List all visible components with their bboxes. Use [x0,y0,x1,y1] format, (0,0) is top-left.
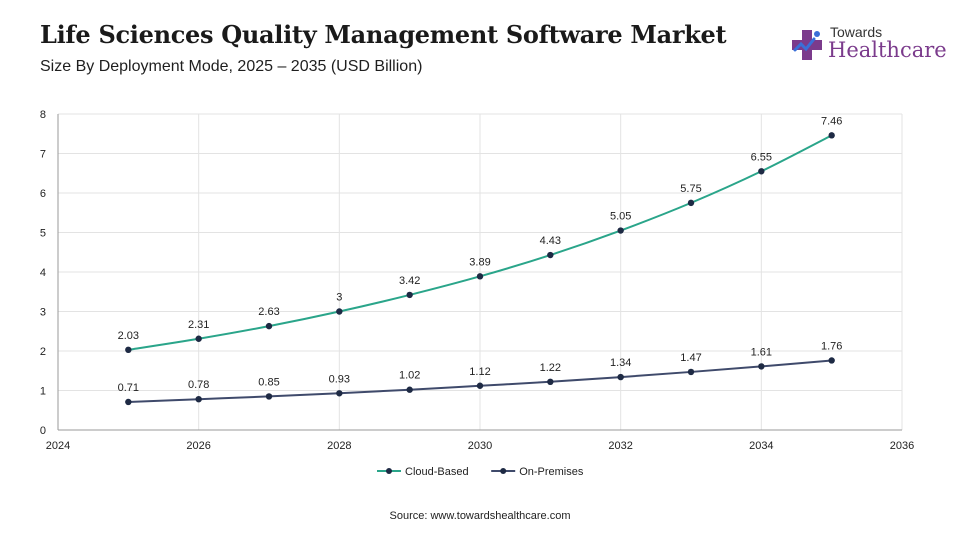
axes [57,114,902,431]
legend-label: On-Premises [519,466,584,478]
x-tick-label: 2030 [468,440,492,452]
y-tick-label: 3 [40,307,46,319]
data-label: 1.47 [680,352,701,364]
data-label: 0.71 [118,382,139,394]
data-label: 1.12 [469,366,490,378]
data-point [125,398,132,406]
legend-swatch-marker [386,468,392,474]
data-point [265,393,273,400]
brand-logo: Towards Healthcare [790,22,947,70]
x-tick-label: 2034 [749,440,773,452]
data-point [195,395,202,403]
y-tick-label: 0 [40,425,46,437]
data-point [758,168,765,175]
x-tick-label: 2026 [186,440,210,452]
source-note: Source: www.towardshealthcare.com [389,510,571,522]
y-tick-label: 8 [40,109,46,121]
data-label: 3 [336,292,342,304]
data-point [476,382,484,389]
data-label: 1.22 [540,362,561,374]
x-tick-label: 2032 [608,440,632,452]
data-label: 5.75 [680,183,701,195]
data-label: 1.76 [821,340,842,352]
data-label: 4.43 [540,235,561,247]
series-cloud-based: 2.03 2.31 2.63 3 3.42 3.89 4.43 5.05 5.75 6.55 7.4… [118,115,842,354]
legend-item: Cloud-Based [377,466,469,478]
y-tick-label: 7 [40,149,46,161]
data-label: 0.93 [329,373,350,385]
data-label: 2.03 [118,330,139,342]
data-point [617,227,624,234]
data-point [406,386,413,393]
data-label: 0.78 [188,379,209,391]
data-point [406,291,413,299]
x-tick-label: 2036 [890,440,914,452]
y-tick-label: 6 [40,188,46,200]
y-tick-label: 2 [40,346,46,358]
data-point [547,378,554,386]
data-point [265,322,273,330]
chart-title: Life Sciences Quality Management Softwar… [40,20,727,49]
legend-swatch-marker [500,468,507,474]
data-label: 6.55 [751,151,772,163]
data-point [125,346,132,354]
medical-cross-icon [792,30,822,60]
legend-label: Cloud-Based [405,466,469,478]
data-label: 3.42 [399,275,420,287]
data-point [476,273,484,280]
data-point [758,363,765,370]
data-label: 7.46 [821,115,842,127]
data-point [828,357,835,364]
data-label: 1.02 [399,370,420,382]
logo-text-towards: Towards [830,24,883,40]
data-label: 2.31 [188,319,209,331]
data-label: 0.85 [258,376,279,388]
data-label: 5.05 [610,211,631,223]
series-on-premises: 0.71 0.78 0.85 0.93 1.02 1.12 1.22 1.34 1.47 1.61… [118,340,842,406]
data-point [195,335,202,342]
legend: Cloud-Based On-Premises [377,466,584,478]
data-point [687,199,695,207]
data-label: 3.89 [469,256,490,268]
x-axis-ticks: 2024 2026 2028 2030 2032 2034 2036 [46,440,914,452]
legend-item: On-Premises [491,466,584,478]
data-point [336,308,343,315]
grid-lines [57,113,903,430]
y-axis-ticks: 0 1 2 3 4 5 6 7 8 [40,109,46,437]
data-point [547,251,554,259]
y-tick-label: 1 [40,386,46,398]
data-point [617,373,624,381]
logo-text-healthcare: Healthcare [828,38,947,62]
chart-subtitle: Size By Deployment Mode, 2025 – 2035 (US… [40,58,423,75]
data-label: 1.34 [610,357,631,369]
series-group: 2.03 2.31 2.63 3 3.42 3.89 4.43 5.05 5.75 6.55 7.4… [118,115,842,406]
data-label: 1.61 [751,346,772,358]
x-tick-label: 2024 [46,440,70,452]
data-point [828,132,835,139]
data-label: 2.63 [258,306,279,318]
data-point [336,390,343,397]
line-chart: 0 1 2 3 4 5 6 7 8 2024 2026 2028 2030 2032 2034 2036 2… [40,109,914,478]
y-tick-label: 5 [40,228,46,240]
data-point [687,368,695,376]
x-tick-label: 2028 [327,440,351,452]
y-tick-label: 4 [40,267,46,279]
